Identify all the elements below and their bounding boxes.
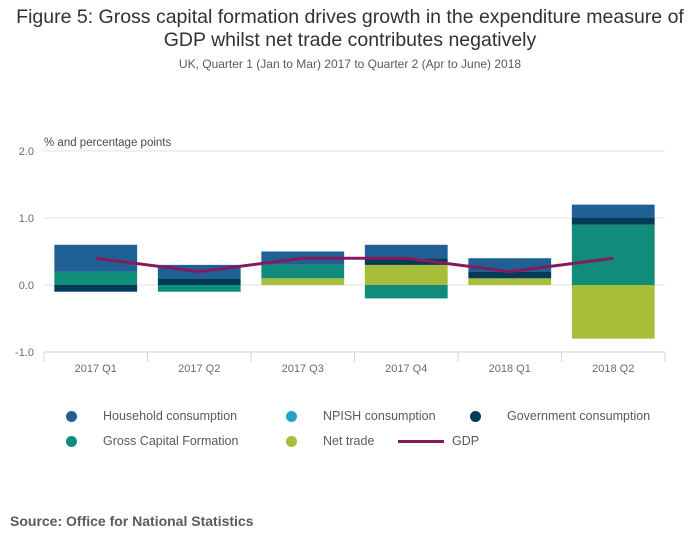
bar-gross-capital-formation [571,224,655,285]
y-tick-label: 2.0 [19,146,34,158]
legend-item-household[interactable]: Household consumption [66,409,237,423]
x-axis: 2017 Q1 2017 Q2 2017 Q3 2017 Q4 2018 Q1 2018 … [43,351,666,375]
legend-label: Gross Capital Formation [103,434,239,448]
bar-net-trade [571,285,655,339]
legend-label: GDP [452,434,480,448]
y-axis-ticks: 2.0 1.0 0.0 -1.0 [15,146,34,359]
x-tick-label: 2017 Q2 [178,363,220,375]
gdp-line-swatch-icon [398,439,444,443]
bar-gross-capital-formation [54,271,138,285]
government-swatch-icon [470,410,481,422]
gcf-swatch-icon [66,435,77,447]
legend-label: Household consumption [103,409,238,423]
bar-government-consumption [157,278,241,285]
legend-item-government[interactable]: Government consumption [470,409,650,423]
chart-area: 2.0 1.0 0.0 -1.0 % and percentage points 20… [15,137,666,375]
legend-item-gdp[interactable]: GDP [398,434,479,448]
gridlines [44,150,665,286]
bar-household-consumption [364,244,448,259]
x-tick-label: 2017 Q1 [75,363,117,375]
legend-item-npish[interactable]: NPISH consumption [286,409,436,423]
bar-net-trade [364,264,448,285]
legend-item-net-trade[interactable]: Net trade [286,434,374,448]
source-note: Source: Office for National Statistics [10,513,254,529]
net-trade-swatch-icon [286,435,297,447]
household-swatch-icon [66,410,77,422]
legend-label: NPISH consumption [323,409,436,423]
x-tick-label: 2017 Q4 [385,363,427,375]
chart-subtitle: UK, Quarter 1 (Jan to Mar) 2017 to Quart… [178,57,522,71]
bar-household-consumption [571,204,655,218]
x-tick-label: 2018 Q2 [592,363,634,375]
legend-item-gcf[interactable]: Gross Capital Formation [66,434,238,448]
y-tick-label: 1.0 [19,213,34,225]
legend-label: Net trade [323,434,375,448]
bar-household-consumption [468,258,552,272]
gdp-line [95,256,614,274]
x-tick-label: 2018 Q1 [489,363,531,375]
bar-government-consumption [364,258,448,265]
chart-title: Figure 5: Gross capital formation drives… [16,6,684,51]
bar-gross-capital-formation [157,285,241,292]
x-tick-label: 2017 Q3 [282,363,324,375]
bar-net-trade [261,278,345,285]
bar-gross-capital-formation [261,264,345,279]
bars [54,204,655,339]
bar-gross-capital-formation [364,285,448,299]
bar-government-consumption [54,285,138,292]
bar-net-trade [468,278,552,285]
legend-label: Government consumption [507,409,651,423]
y-tick-label: 0.0 [19,280,34,292]
npish-swatch-icon [286,410,297,422]
y-tick-label: -1.0 [15,347,34,359]
bar-government-consumption [571,218,655,225]
y-axis-label: % and percentage points [44,137,171,149]
bar-government-consumption [468,271,552,279]
gdp-line-layer [95,256,614,274]
